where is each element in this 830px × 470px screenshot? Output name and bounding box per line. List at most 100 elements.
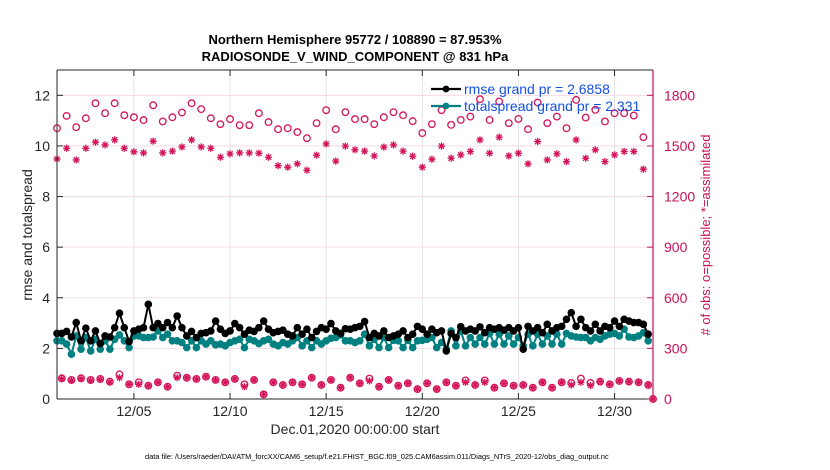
rmse-marker bbox=[279, 326, 287, 334]
rmse-marker bbox=[562, 315, 571, 324]
obs-possible-marker bbox=[399, 111, 408, 120]
rmse-marker bbox=[596, 327, 604, 335]
rmse-marker bbox=[149, 323, 157, 332]
obs-assimilated-marker bbox=[582, 154, 590, 162]
rmse-marker bbox=[168, 323, 177, 332]
obs-assimilated-marker bbox=[58, 375, 66, 383]
obs-assimilated-marker bbox=[586, 381, 595, 390]
y-right-tick-label: 1200 bbox=[664, 189, 695, 205]
obs-assimilated-marker bbox=[207, 144, 215, 152]
obs-assimilated-marker bbox=[610, 151, 619, 159]
obs-possible-marker bbox=[293, 128, 302, 137]
totalspread-marker bbox=[207, 336, 215, 345]
obs-assimilated-marker bbox=[139, 149, 148, 157]
obs-possible-marker bbox=[351, 115, 359, 124]
obs-assimilated-marker bbox=[279, 381, 287, 389]
obs-assimilated-marker bbox=[495, 133, 503, 141]
rmse-marker bbox=[158, 323, 167, 332]
y-left-tick-label: 0 bbox=[42, 391, 50, 407]
obs-possible-marker bbox=[331, 125, 340, 134]
obs-possible-marker bbox=[495, 97, 504, 106]
rmse-marker bbox=[110, 323, 119, 332]
obs-assimilated-marker bbox=[91, 138, 100, 146]
obs-possible-marker bbox=[178, 108, 186, 117]
x-axis-label: Dec.01,2020 00:00:00 start bbox=[271, 421, 440, 437]
rmse-marker bbox=[106, 333, 114, 341]
rmse-marker bbox=[533, 323, 542, 332]
rmse-marker bbox=[567, 308, 576, 317]
tick-labels: 12/05 12/10 12/15 12/20 12/25 12/300246810120… bbox=[34, 87, 695, 419]
obs-assimilated-marker bbox=[351, 146, 359, 154]
obs-assimilated-marker bbox=[216, 153, 225, 161]
obs-assimilated-marker bbox=[452, 382, 460, 390]
obs-assimilated-marker bbox=[197, 143, 205, 151]
rmse-marker bbox=[178, 323, 186, 332]
obs-assimilated-marker bbox=[524, 160, 532, 168]
obs-assimilated-marker bbox=[428, 155, 436, 163]
obs-assimilated-marker bbox=[404, 379, 412, 387]
obs-assimilated-marker bbox=[644, 381, 652, 389]
rmse-marker bbox=[456, 322, 465, 331]
obs-assimilated-marker bbox=[534, 137, 542, 146]
rmse-marker bbox=[307, 333, 316, 342]
obs-possible-marker bbox=[610, 109, 619, 118]
rmse-marker bbox=[380, 327, 388, 335]
obs-assimilated-marker bbox=[260, 390, 268, 398]
totalspread-marker bbox=[115, 331, 124, 339]
obs-assimilated-marker bbox=[149, 137, 157, 145]
obs-possible-marker bbox=[149, 101, 158, 110]
obs-possible-marker bbox=[341, 108, 350, 117]
obs-assimilated-marker bbox=[385, 376, 393, 384]
obs-possible-marker bbox=[302, 134, 311, 143]
totalspread-marker bbox=[432, 343, 441, 352]
obs-possible-marker bbox=[562, 124, 571, 133]
obs-assimilated-marker bbox=[168, 147, 176, 155]
obs-assimilated-marker bbox=[72, 156, 80, 164]
totalspread-marker bbox=[149, 333, 157, 341]
y-right-tick-label: 1800 bbox=[664, 87, 695, 103]
obs-possible-marker bbox=[370, 120, 379, 129]
obs-assimilated-marker bbox=[538, 378, 547, 386]
axes bbox=[56, 69, 654, 400]
obs-possible-marker bbox=[408, 117, 417, 126]
obs-assimilated-marker bbox=[423, 379, 431, 387]
obs-assimilated-marker bbox=[221, 378, 229, 386]
totalspread-marker bbox=[399, 343, 407, 352]
obs-assimilated-marker bbox=[601, 158, 609, 166]
obs-assimilated-marker bbox=[380, 143, 388, 151]
obs-possible-marker bbox=[504, 119, 513, 128]
obs-assimilated-marker bbox=[178, 143, 186, 151]
rmse-marker bbox=[452, 333, 460, 342]
legend-label-rmse: rmse grand pr = 2.6858 bbox=[464, 81, 610, 97]
obs-assimilated-marker bbox=[111, 136, 119, 144]
obs-possible-marker bbox=[216, 120, 225, 129]
obs-assimilated-marker bbox=[437, 142, 446, 150]
error-series bbox=[53, 300, 652, 359]
rmse-marker bbox=[120, 323, 129, 332]
rmse-marker bbox=[639, 320, 648, 329]
obs-possible-marker bbox=[552, 112, 561, 121]
obs-assimilated-marker bbox=[336, 384, 345, 392]
rmse-marker bbox=[288, 332, 297, 340]
obs-possible-marker bbox=[427, 120, 436, 129]
rmse-marker bbox=[471, 327, 479, 335]
obs-assimilated-marker bbox=[63, 144, 71, 152]
obs-assimilated-marker bbox=[481, 378, 489, 386]
rmse-marker bbox=[125, 337, 133, 346]
rmse-marker bbox=[216, 325, 225, 333]
rmse-marker bbox=[163, 318, 172, 327]
x-tick-label: 12/10 bbox=[213, 403, 248, 419]
obs-assimilated-marker bbox=[543, 156, 551, 164]
obs-possible-marker bbox=[158, 117, 167, 126]
totalspread-marker bbox=[192, 343, 201, 352]
obs-assimilated-marker bbox=[226, 150, 234, 158]
obs-possible-marker bbox=[572, 95, 581, 104]
y-left-tick-label: 10 bbox=[34, 138, 50, 154]
rmse-marker bbox=[322, 325, 330, 333]
y-axis-right-label: # of obs: o=possible; *=assimilated bbox=[698, 135, 713, 336]
totalspread-marker bbox=[356, 336, 364, 345]
obs-assimilated-marker bbox=[255, 149, 263, 157]
y-axis-left-label: rmse and totalspread bbox=[19, 169, 35, 301]
obs-assimilated-marker bbox=[231, 375, 239, 383]
obs-possible-marker bbox=[129, 113, 138, 122]
